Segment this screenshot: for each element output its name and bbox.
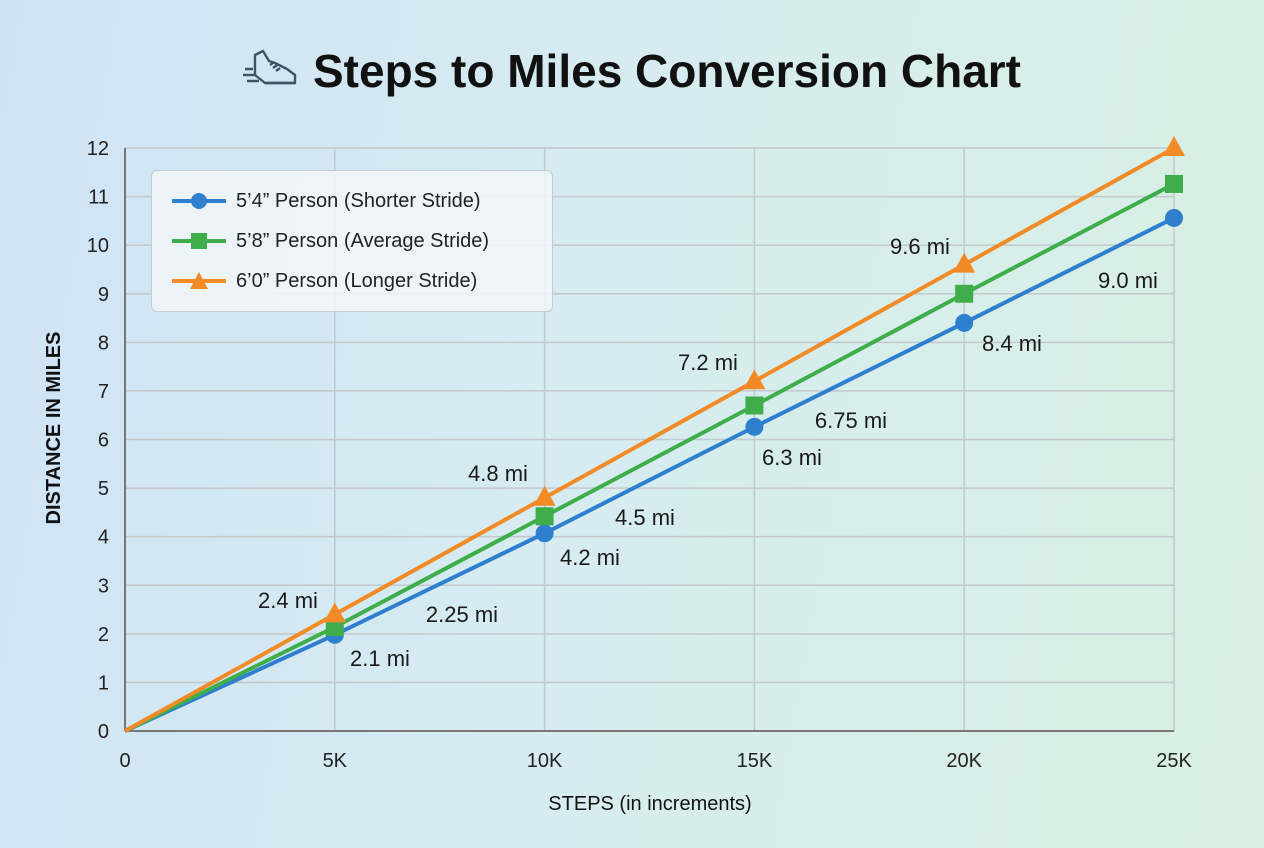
x-tick-label: 20K (946, 750, 982, 772)
triangle-marker (533, 485, 556, 506)
x-tick-label: 10K (527, 750, 563, 772)
square-marker (1165, 174, 1183, 193)
square-marker (325, 618, 344, 637)
data-label: 9.6 mi (890, 234, 950, 259)
circle-marker (535, 524, 554, 543)
triangle-marker (323, 602, 346, 623)
data-label: 9.0 mi (1098, 268, 1158, 293)
data-label: 2.1 mi (350, 646, 410, 671)
data-label: 4.2 mi (560, 545, 620, 570)
y-tick-label: 4 (98, 527, 109, 549)
x-tick-label: 15K (737, 750, 773, 772)
series-lines (124, 136, 1185, 733)
x-tick-label: 5K (323, 750, 348, 772)
data-label: 2.25 mi (426, 602, 498, 627)
y-tick-label: 5 (98, 478, 109, 500)
circle-marker (1165, 208, 1183, 227)
triangle-marker (953, 252, 976, 273)
y-tick-label: 10 (87, 235, 109, 257)
legend: 5’4” Person (Shorter Stride) 5’8” Person… (151, 170, 553, 312)
series-line-circle (124, 216, 1175, 733)
legend-square-marker-icon (172, 233, 226, 249)
data-label: 2.4 mi (258, 588, 318, 613)
y-tick-label: 6 (98, 430, 109, 452)
chart-title: Steps to Miles Conversion Chart (0, 44, 1264, 102)
x-axis-label: STEPS (in increments) (548, 793, 751, 815)
circle-marker (955, 313, 974, 332)
data-label: 4.8 mi (468, 461, 528, 486)
data-label: 4.5 mi (615, 505, 675, 530)
square-marker (955, 284, 974, 303)
data-labels: 2.4 mi 2.25 mi 2.1 mi 4.8 mi 4.5 mi 4.2 mi 7.2… (258, 234, 1158, 671)
y-tick-label: 12 (87, 138, 109, 160)
series-line-triangle (124, 146, 1175, 733)
square-marker (745, 396, 764, 415)
chart-title-text: Steps to Miles Conversion Chart (312, 45, 1021, 97)
data-label: 7.2 mi (678, 350, 738, 375)
y-tick-label: 3 (98, 575, 109, 597)
y-axis-label: DISTANCE IN MILES (43, 332, 65, 525)
x-tick-label: 25K (1156, 750, 1192, 772)
legend-item-shorter: 5’4” Person (Shorter Stride) (172, 186, 481, 216)
legend-item-average: 5’8” Person (Average Stride) (172, 226, 489, 256)
y-tick-label: 7 (98, 381, 109, 403)
triangle-marker (743, 369, 766, 390)
square-marker (535, 507, 554, 526)
y-tick-label: 8 (98, 332, 109, 354)
x-tick-label: 0 (119, 750, 130, 772)
y-tick-label: 0 (98, 721, 109, 743)
data-label: 6.75 mi (815, 408, 887, 433)
data-label: 6.3 mi (762, 445, 822, 470)
circle-marker (745, 417, 764, 436)
y-tick-label: 11 (88, 187, 109, 209)
data-label: 8.4 mi (982, 331, 1042, 356)
triangle-marker (1163, 136, 1185, 156)
y-tick-label: 9 (98, 284, 109, 306)
y-tick-label: 2 (98, 624, 109, 646)
legend-item-longer: 6’0” Person (Longer Stride) (172, 266, 477, 296)
running-shoe-icon (242, 47, 299, 102)
legend-circle-marker-icon (172, 193, 226, 209)
series-line-square (124, 182, 1175, 733)
legend-triangle-marker-icon (172, 272, 226, 289)
y-tick-label: 1 (98, 672, 109, 694)
